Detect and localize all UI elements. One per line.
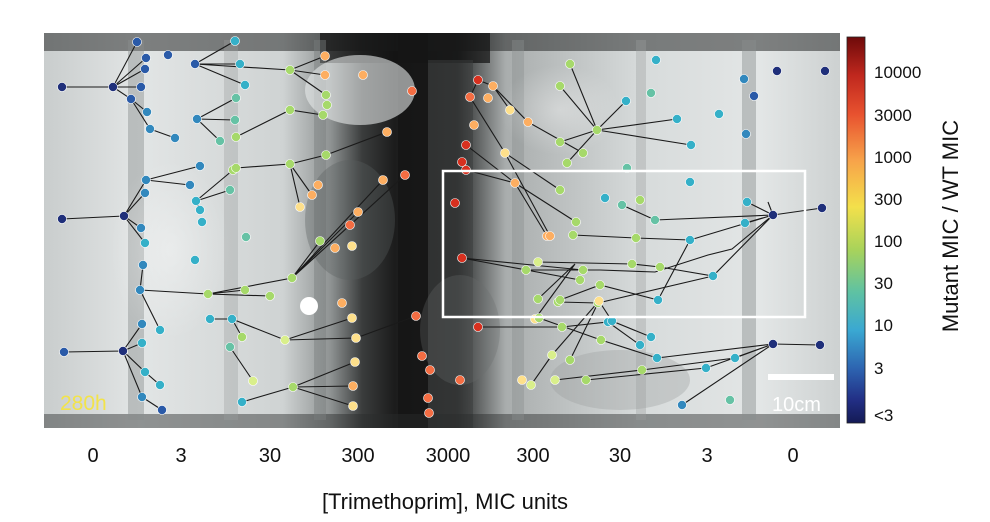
colorbar-tick: 30	[874, 274, 893, 293]
colorbar-title: Mutant MIC / WT MIC	[938, 120, 963, 332]
x-tick: 30	[609, 445, 631, 467]
x-tick: 0	[87, 445, 98, 467]
colorbar-gradient	[846, 36, 866, 424]
x-axis-ticks: 0 3 30 300 3000 300 30 3 0	[87, 445, 798, 467]
x-tick: 3	[175, 445, 186, 467]
mutant-colonies	[57, 36, 830, 418]
colorbar-tick: 1000	[874, 148, 912, 167]
x-tick: 0	[787, 445, 798, 467]
scale-bar-label: 10cm	[772, 394, 821, 416]
colorbar-tick: 100	[874, 232, 902, 251]
highlight-box	[441, 169, 807, 319]
colorbar-tick: 300	[874, 190, 902, 209]
colorbar-tick: 3000	[874, 106, 912, 125]
x-tick: 30	[259, 445, 281, 467]
colorbar-tick: 10	[874, 316, 893, 335]
time-label: 280h	[60, 392, 107, 415]
x-tick: 300	[341, 445, 374, 467]
x-tick: 300	[516, 445, 549, 467]
colorbar: 10000 3000 1000 300 100 30 10 3 <3 Mutan…	[846, 36, 963, 425]
colorbar-tick: 3	[874, 359, 883, 378]
colorbar-tick: 10000	[874, 63, 921, 82]
x-tick: 3	[701, 445, 712, 467]
x-axis-title: [Trimethoprim], MIC units	[322, 489, 568, 514]
x-tick: 3000	[426, 445, 471, 467]
colorbar-tick: <3	[874, 406, 893, 425]
scale-bar: 10cm	[768, 374, 834, 416]
